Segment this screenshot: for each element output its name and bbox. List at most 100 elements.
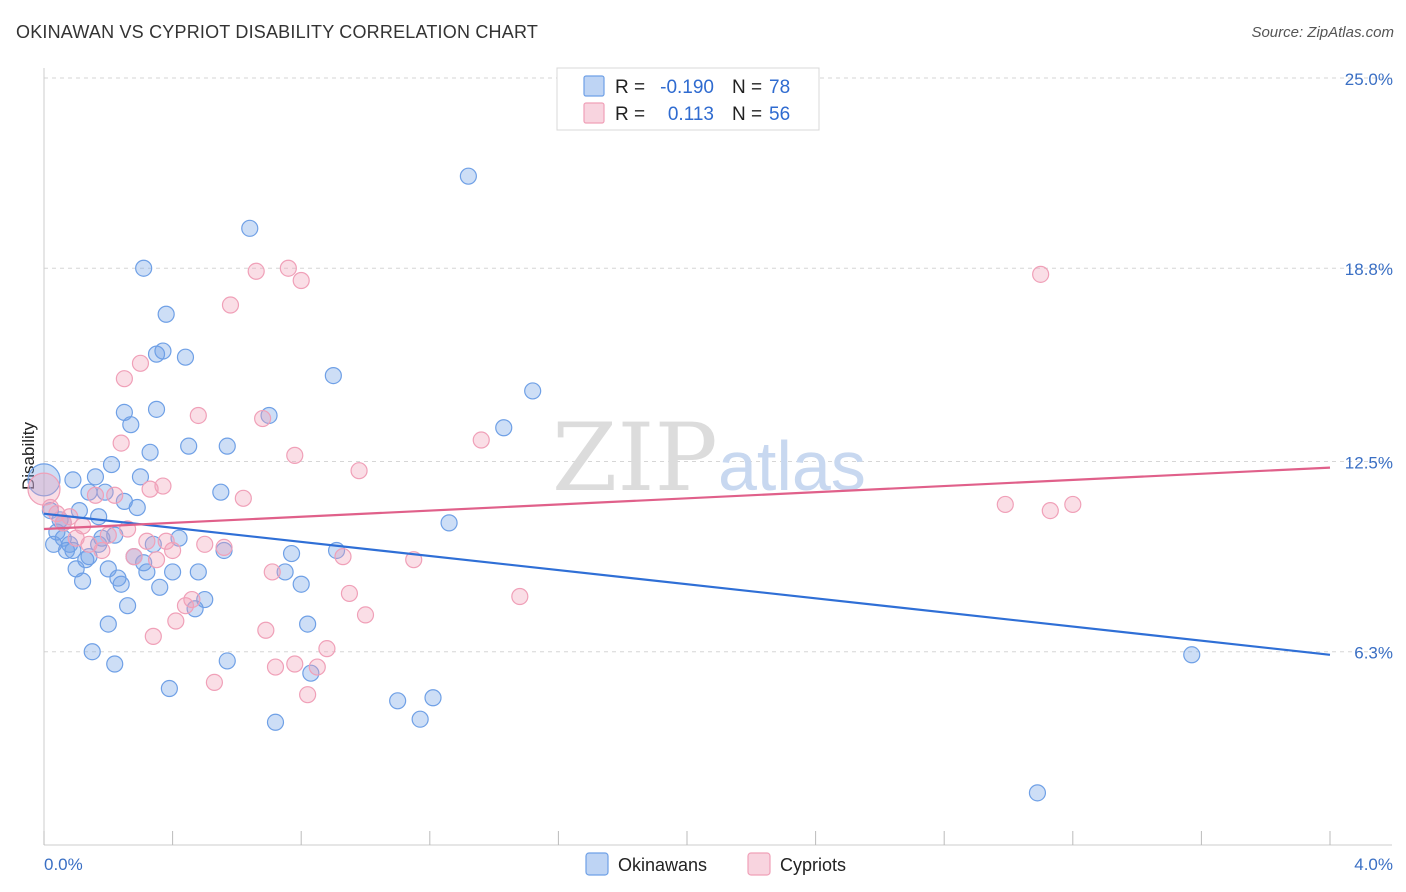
chart-title: OKINAWAN VS CYPRIOT DISABILITY CORRELATI… [16,22,539,42]
okinawan-point [106,655,124,673]
x-tick-label-1: 4.0% [1354,855,1393,874]
cypriot-point [196,535,214,553]
okinawan-point [96,483,114,501]
okinawan-point [459,167,477,185]
cypriot-point [86,486,105,504]
okinawan-point [176,348,195,366]
cypriot-point [189,406,207,425]
okinawans-points [27,167,1201,802]
okinawan-point [1183,646,1201,664]
okinawan-point [212,483,230,501]
legend-n-label-1: N = [732,104,762,125]
cypriot-point [1032,265,1050,283]
okinawan-point [424,689,442,707]
okinawan-point [495,419,513,437]
cypriot-point [263,563,281,581]
cypriot-point [154,477,172,495]
cypriot-point [247,262,265,280]
cypriot-point [167,612,185,630]
okinawan-point [135,554,153,572]
okinawan-point [218,652,236,670]
okinawan-point [302,664,320,682]
cypriot-trend-line [43,466,1331,531]
okinawan-point [411,710,429,728]
okinawan-point [64,471,82,489]
series-legend-swatch-cypriots [747,852,771,876]
cypriot-point [138,532,156,550]
okinawan-point [122,416,140,434]
cypriot-point [215,538,233,557]
cypriot-point [205,673,223,691]
cypriot-point [234,489,252,507]
legend-r-label-1: R = [615,104,645,125]
cypriot-point [221,296,240,314]
okinawan-point [86,468,105,486]
series-legend-swatch-okinawans [585,852,609,876]
okinawan-point [276,563,294,581]
okinawan-point [266,713,285,731]
y-tick-label-1: 12.5% [1345,454,1393,473]
y-axis-label: Disability [19,421,38,490]
okinawan-point [27,463,61,497]
y-tick-labels: 6.3% 12.5% 18.8% 25.0% [1345,70,1393,663]
okinawan-point [102,455,121,474]
cypriots-points [27,259,1082,704]
cypriot-point [93,541,111,560]
cypriot-point [147,551,166,569]
okinawan-point [112,575,130,593]
legend-swatch-okinawans [583,75,605,97]
cypriot-point [511,587,529,606]
okinawan-point [157,305,175,323]
cypriot-point [340,584,359,603]
okinawan-point [90,508,108,526]
okinawan-point [118,597,137,615]
cypriot-point [176,597,195,615]
trend-lines [43,466,1331,656]
cypriot-point [350,462,368,480]
y-tick-label-0: 6.3% [1354,644,1393,663]
okinawan-point [160,679,178,698]
okinawan-trend-line [43,512,1331,656]
okinawan-point [54,529,72,547]
cypriot-point [41,498,60,517]
legend-r-value-1: 0.113 [668,104,714,125]
okinawan-point [389,692,407,710]
cypriot-point [254,409,272,428]
okinawan-point [1028,784,1047,802]
okinawan-point [73,572,92,590]
okinawan-point [299,615,317,633]
y-tick-label-2: 18.8% [1345,260,1393,279]
okinawan-point [218,437,236,455]
cypriot-point [115,370,133,388]
okinawan-point [135,259,153,277]
cypriot-point [27,472,61,506]
okinawan-point [180,437,198,455]
cypriot-point [157,532,175,550]
legend-n-value-1: 56 [769,104,790,125]
cypriot-point [292,271,310,290]
stats-legend: R = -0.190 N = 78 R = 0.113 N = 56 [556,67,820,131]
legend-r-label-0: R = [615,77,645,98]
series-legend: Okinawans Cypriots [585,852,846,876]
cypriot-point [164,541,182,560]
okinawan-point [292,575,310,593]
series-legend-okinawans: Okinawans [618,855,707,875]
cypriot-point [1064,495,1082,514]
x-tick-label-0: 0.0% [44,855,83,874]
cypriot-point [356,606,375,624]
axes [43,68,1392,846]
okinawan-point [131,468,150,486]
cypriot-point [996,495,1014,514]
legend-n-value-0: 78 [769,77,790,98]
cypriot-point [308,658,326,676]
watermark-zip: ZIP [552,404,718,513]
okinawan-point [154,342,172,360]
okinawan-point [99,615,117,633]
cypriot-point [472,431,490,449]
okinawan-point [324,366,342,385]
okinawan-point [164,563,182,581]
cypriot-point [125,548,143,566]
x-tick-labels: 0.0% 4.0% [44,855,1393,874]
okinawan-point [241,219,259,237]
